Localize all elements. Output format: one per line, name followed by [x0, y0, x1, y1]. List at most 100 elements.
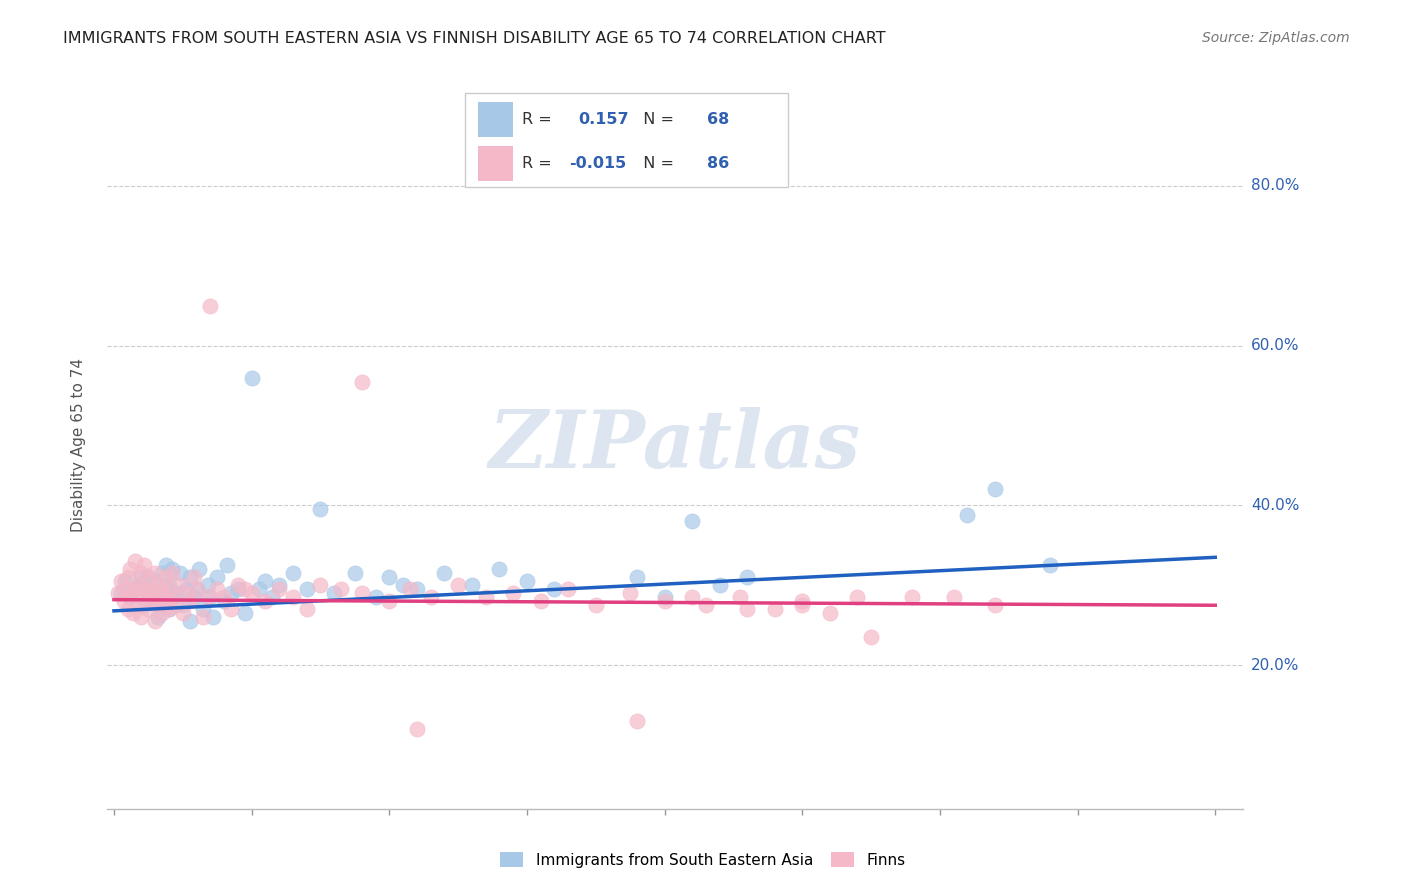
Point — [530, 594, 553, 608]
Point — [143, 614, 166, 628]
Text: R =: R = — [522, 112, 561, 127]
Point — [735, 602, 758, 616]
Point — [205, 582, 228, 597]
Text: ZIPatlas: ZIPatlas — [489, 407, 860, 484]
Point — [174, 586, 197, 600]
Point — [141, 594, 163, 608]
Point — [155, 558, 177, 573]
Point — [433, 566, 456, 581]
Text: 40.0%: 40.0% — [1251, 498, 1299, 513]
Point — [138, 588, 160, 602]
Point — [120, 562, 142, 576]
Point — [186, 582, 208, 597]
Point — [247, 582, 270, 597]
Point — [179, 594, 201, 608]
Text: 20.0%: 20.0% — [1251, 657, 1299, 673]
Point — [681, 514, 703, 528]
Point — [143, 566, 166, 581]
Point — [626, 570, 648, 584]
Point — [543, 582, 565, 597]
Point — [146, 578, 169, 592]
Point — [309, 578, 332, 592]
Point — [157, 602, 180, 616]
Point — [128, 599, 150, 613]
Point — [709, 578, 731, 592]
Point — [169, 578, 191, 592]
Point — [131, 610, 153, 624]
Point — [378, 570, 401, 584]
Point — [193, 610, 215, 624]
FancyBboxPatch shape — [465, 93, 789, 187]
Point — [330, 582, 353, 597]
Point — [157, 602, 180, 616]
Point — [138, 586, 160, 600]
Text: IMMIGRANTS FROM SOUTH EASTERN ASIA VS FINNISH DISABILITY AGE 65 TO 74 CORRELATIO: IMMIGRANTS FROM SOUTH EASTERN ASIA VS FI… — [63, 31, 886, 46]
Text: 86: 86 — [707, 156, 728, 171]
Point — [309, 502, 332, 516]
Point — [818, 606, 841, 620]
Point — [405, 722, 427, 736]
Point — [150, 599, 173, 613]
Point — [942, 591, 965, 605]
Point — [143, 594, 166, 608]
Legend: Immigrants from South Eastern Asia, Finns: Immigrants from South Eastern Asia, Finn… — [495, 846, 911, 873]
Point — [1039, 558, 1062, 573]
Point — [146, 599, 169, 613]
Text: 68: 68 — [707, 112, 728, 127]
Point — [240, 586, 263, 600]
Point — [281, 566, 304, 581]
Point — [146, 610, 169, 624]
Point — [200, 299, 222, 313]
Point — [763, 602, 786, 616]
Point — [240, 370, 263, 384]
Point — [516, 574, 538, 589]
Point — [134, 599, 156, 613]
Point — [323, 586, 346, 600]
Point — [138, 602, 160, 616]
Point — [131, 566, 153, 581]
Point — [212, 591, 235, 605]
Point — [141, 582, 163, 597]
Point — [233, 582, 256, 597]
Point — [219, 586, 242, 600]
Point — [148, 584, 170, 599]
Point — [212, 594, 235, 608]
Point — [143, 591, 166, 605]
Point — [205, 570, 228, 584]
Point — [269, 582, 291, 597]
Point — [160, 566, 183, 581]
FancyBboxPatch shape — [478, 146, 513, 181]
Point — [219, 602, 242, 616]
Point — [188, 562, 211, 576]
Point — [183, 570, 205, 584]
Point — [585, 599, 607, 613]
Point — [160, 591, 183, 605]
Text: 0.157: 0.157 — [578, 112, 628, 127]
Point — [197, 591, 219, 605]
FancyBboxPatch shape — [478, 102, 513, 136]
Point — [846, 591, 869, 605]
Point — [150, 582, 173, 597]
Point — [179, 570, 201, 584]
Point — [956, 508, 979, 522]
Point — [735, 570, 758, 584]
Point — [179, 614, 201, 628]
Point — [143, 574, 166, 589]
Point — [202, 610, 225, 624]
Point — [141, 582, 163, 597]
Point — [122, 606, 145, 620]
Point — [131, 591, 153, 605]
Point — [984, 483, 1007, 497]
Point — [695, 599, 717, 613]
Point — [107, 586, 129, 600]
Point — [488, 562, 510, 576]
Point — [169, 566, 191, 581]
Point — [138, 570, 160, 584]
Point — [160, 591, 183, 605]
Point — [134, 558, 156, 573]
Point — [157, 578, 180, 592]
Point — [124, 582, 146, 597]
Point — [128, 578, 150, 592]
Point — [174, 582, 197, 597]
Point — [200, 591, 222, 605]
